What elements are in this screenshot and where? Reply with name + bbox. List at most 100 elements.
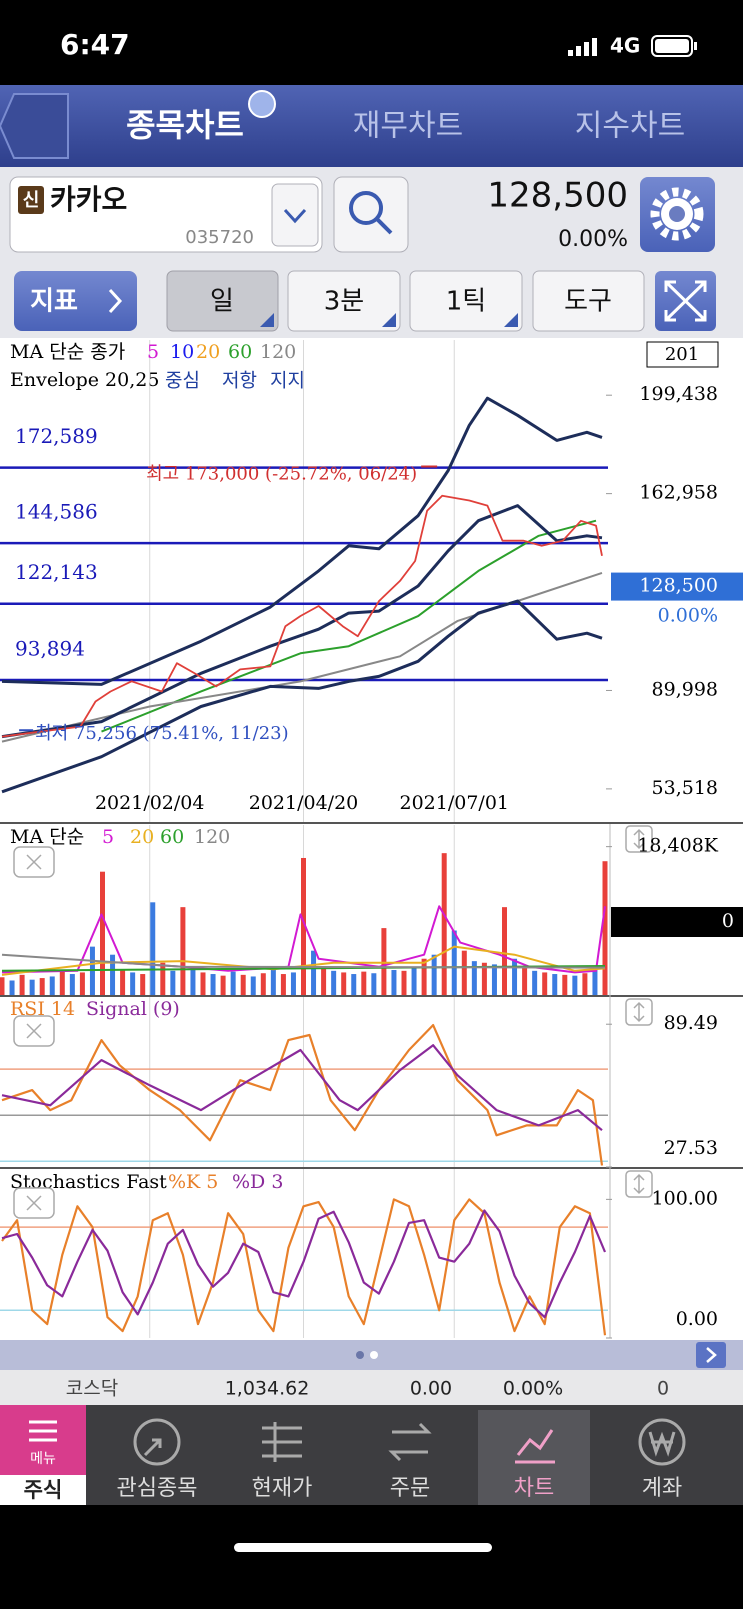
legend-item: 10 xyxy=(170,341,194,363)
next-button[interactable] xyxy=(696,1342,726,1368)
stock-name: 카카오 xyxy=(50,183,127,216)
volume-bar xyxy=(552,974,558,995)
expand-icon xyxy=(664,280,707,322)
volume-bar xyxy=(9,980,15,995)
legend-item: RSI 14 xyxy=(10,998,75,1020)
volume-bar xyxy=(180,907,186,995)
legend-item: 5 xyxy=(147,341,159,363)
volume-bar xyxy=(401,970,407,995)
panel-separators xyxy=(0,822,743,1169)
volume-bar xyxy=(79,972,85,995)
chevron-icon xyxy=(283,208,307,224)
volume-bar xyxy=(582,973,588,995)
volume-bar xyxy=(441,853,447,995)
nav-selected xyxy=(478,1410,590,1505)
legend-item: 5 xyxy=(102,826,114,848)
stock-box[interactable] xyxy=(9,176,323,253)
volume-bar xyxy=(522,966,528,995)
close-line xyxy=(1,494,603,738)
chart-area xyxy=(0,338,743,1340)
page-dot xyxy=(356,1351,364,1359)
signal-icon xyxy=(568,38,597,56)
minute-label: 3분 xyxy=(324,287,364,317)
nav-label[interactable]: 계좌 xyxy=(642,1476,682,1501)
chevron-icon xyxy=(108,288,123,314)
stock-code: 035720 xyxy=(185,227,254,248)
legend-item: 저항 xyxy=(222,370,257,392)
legend-item: 60 xyxy=(228,341,252,363)
nav-label[interactable]: 관심종목 xyxy=(117,1476,198,1501)
minute-button[interactable] xyxy=(287,270,401,332)
y-tick-label: 89,998 xyxy=(652,678,718,700)
volume-bar xyxy=(532,970,538,995)
volume-bar xyxy=(120,969,126,995)
tab[interactable]: 재무차트 xyxy=(353,109,463,144)
badge xyxy=(18,186,44,214)
tab[interactable]: 지수차트 xyxy=(575,109,685,144)
volume-bar xyxy=(481,962,487,995)
index-value: 1,034.62 xyxy=(225,1378,310,1400)
legend-item: 20 xyxy=(130,826,154,848)
back-button[interactable] xyxy=(0,93,69,159)
dropdown-button[interactable] xyxy=(271,183,319,247)
nav-label[interactable]: 주문 xyxy=(390,1476,430,1501)
index-rate: 0.00% xyxy=(503,1378,563,1400)
tab-icon xyxy=(248,90,276,118)
count-box xyxy=(646,341,719,368)
index-bar xyxy=(0,1370,743,1405)
x-tick-label: 2021/02/04 xyxy=(95,792,205,814)
nav-label: 주식 xyxy=(24,1478,63,1502)
index-change: 0.00 xyxy=(410,1378,452,1400)
volume-bar xyxy=(280,974,286,995)
level-label: 172,589 xyxy=(15,424,98,448)
y-tick-label: 162,958 xyxy=(639,482,718,504)
volume-bar xyxy=(250,976,256,995)
indicator-line xyxy=(1,1209,607,1319)
nav-item[interactable] xyxy=(0,1475,86,1505)
volume-bar xyxy=(602,861,608,995)
volume-bar xyxy=(321,966,327,995)
volume-bar xyxy=(100,871,105,995)
volume-bar xyxy=(361,971,367,995)
volume-bar xyxy=(39,978,45,995)
volume-bar xyxy=(311,950,317,995)
nav-label[interactable]: 현재가 xyxy=(252,1476,313,1501)
volume-bar xyxy=(110,954,116,995)
tab[interactable]: 종목차트 xyxy=(126,106,244,144)
volume-bar xyxy=(471,961,477,995)
menu-label: 메뉴 xyxy=(30,1451,56,1467)
panel-controls xyxy=(13,825,653,1219)
volume-ma-line xyxy=(1,945,606,976)
chevron-icon xyxy=(706,1347,717,1363)
volume-bar xyxy=(160,962,166,995)
tick-button[interactable] xyxy=(409,270,523,332)
indicator-line xyxy=(1,1198,607,1336)
volume-bar xyxy=(431,954,437,995)
x-tick-label: 2021/04/20 xyxy=(249,792,359,814)
nav-label[interactable]: 차트 xyxy=(514,1476,554,1501)
current-price: 128,500 xyxy=(639,575,718,597)
indicator-line xyxy=(1,1044,603,1132)
level-label: 122,143 xyxy=(15,560,98,584)
period-button[interactable] xyxy=(166,270,279,332)
indicator-button[interactable] xyxy=(14,271,137,331)
volume-bar xyxy=(391,970,397,995)
volume-bar xyxy=(451,930,457,995)
envelope-line xyxy=(1,599,603,794)
volume-title: MA 단순 xyxy=(10,826,84,848)
period-label: 일 xyxy=(210,287,234,317)
volume-bar xyxy=(260,973,266,995)
legend-item: %D 3 xyxy=(232,1171,283,1193)
close-icon xyxy=(26,1195,42,1211)
status-time: 6:47 xyxy=(60,28,130,61)
volume-bar xyxy=(341,972,347,995)
tools-button[interactable] xyxy=(532,270,645,332)
volume-bar xyxy=(351,974,357,995)
volume-bar xyxy=(331,970,337,995)
volume-bar xyxy=(69,974,75,995)
volume-bar xyxy=(502,907,507,995)
search-button[interactable] xyxy=(333,176,409,253)
indicator-line xyxy=(1,1023,604,1166)
current-volume-box xyxy=(611,907,743,937)
home-indicator xyxy=(234,1543,492,1552)
